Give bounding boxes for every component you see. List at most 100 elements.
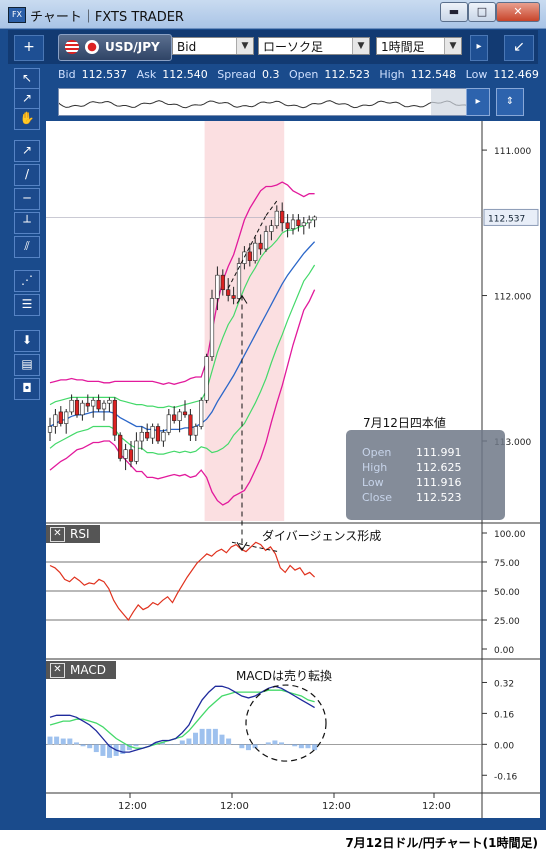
candle-body	[112, 399, 117, 436]
macd-histogram-bar	[279, 742, 285, 745]
candle-body	[269, 225, 274, 232]
line-tool-icon[interactable]: /	[14, 164, 40, 186]
trendline-tool-icon[interactable]: ↗	[14, 140, 40, 162]
close-button[interactable]: ✕	[496, 2, 540, 22]
candle-body	[242, 251, 247, 264]
bollinger-lower-line	[49, 289, 316, 506]
hand-icon[interactable]: ✋	[14, 108, 40, 130]
close-icon[interactable]: ✕	[50, 663, 65, 678]
macd-histogram-bar	[166, 744, 172, 745]
candle-body	[64, 411, 69, 424]
add-chart-button[interactable]: +	[14, 35, 44, 61]
candle-body	[161, 431, 166, 442]
macd-panel-label: MACD	[70, 663, 106, 677]
candle-body	[80, 402, 85, 416]
macd-histogram-bar	[232, 744, 238, 745]
crosshair-pointer-icon[interactable]: ↗	[14, 88, 40, 110]
chevron-down-icon: ▼	[444, 38, 461, 54]
macd-histogram-bar	[67, 738, 73, 745]
ohlc-high-value: 112.625	[416, 461, 462, 474]
ohlc-title: 7月12日四本値	[363, 416, 446, 430]
macd-histogram-bar	[87, 744, 93, 749]
macd-histogram-bar	[265, 742, 271, 745]
low-value: 112.469	[493, 68, 539, 81]
navigator-play-button[interactable]: ▸	[466, 88, 490, 116]
candle-body	[215, 274, 220, 299]
toolbar-scroll-button[interactable]: ▸	[470, 35, 488, 61]
fibonacci-icon[interactable]: ☰	[14, 294, 40, 316]
overview-navigator[interactable]	[58, 88, 490, 116]
rsi-tick-label: 100.00	[494, 530, 526, 540]
macd-histogram-bar	[153, 742, 159, 745]
ohlc-box: Open 111.991 High 112.625 Low 111.916 Close…	[346, 430, 505, 520]
macd-histogram-bar	[292, 744, 298, 747]
ask-label: Ask	[136, 68, 157, 81]
open-value: 112.523	[324, 68, 370, 81]
time-tick-label: 12:00	[220, 801, 249, 812]
bollinger-upper-line	[49, 181, 315, 385]
macd-histogram-bar	[298, 744, 304, 749]
title-bar[interactable]: FX チャート｜FXTS TRADER ▬ □ ✕	[0, 0, 546, 29]
macd-histogram-bar	[305, 744, 311, 749]
macd-signal-line	[49, 689, 315, 749]
macd-histogram-bar	[206, 728, 212, 745]
candle-body	[290, 219, 296, 229]
candle-body	[253, 242, 258, 261]
macd-histogram-bar	[239, 744, 245, 749]
candle-body	[220, 274, 225, 291]
macd-tick-label: -0.16	[494, 772, 518, 782]
rsi-tick-label: 0.00	[494, 646, 514, 656]
minimize-button[interactable]: ▬	[440, 2, 468, 22]
high-label: High	[379, 68, 405, 81]
candle-body	[296, 219, 301, 227]
channel-tool-icon[interactable]: ⫽	[14, 236, 40, 258]
current-price-label: 112.537	[488, 214, 525, 224]
macd-histogram-bar	[93, 744, 99, 753]
macd-histogram-bar	[272, 740, 278, 745]
candle-body	[128, 449, 134, 462]
macd-histogram-bar	[73, 742, 79, 745]
horizontal-line-icon[interactable]: ─	[14, 188, 40, 210]
price-tick-label: 112.000	[494, 293, 531, 303]
currency-pair-button[interactable]: USD/JPY	[58, 34, 172, 61]
camera-icon[interactable]: ◘	[14, 378, 40, 400]
macd-histogram-bar	[126, 744, 132, 751]
candle-body	[231, 295, 236, 299]
close-icon[interactable]: ✕	[50, 527, 65, 542]
macd-histogram-bar	[60, 738, 66, 745]
list-icon[interactable]: ▤	[14, 354, 40, 376]
chevron-down-icon: ▼	[236, 38, 253, 54]
time-tick-label: 12:00	[118, 801, 147, 812]
macd-panel-tag: ✕ MACD	[46, 661, 116, 679]
time-tick-label: 12:00	[322, 801, 351, 812]
chart-type-select[interactable]: ローソク足 ▼	[258, 37, 370, 55]
price-type-select[interactable]: Bid ▼	[172, 37, 254, 55]
sigma1-lower-line	[49, 264, 316, 455]
ohlc-close-value: 112.523	[416, 491, 462, 504]
candle-body	[107, 399, 112, 404]
rsi-line	[49, 541, 316, 622]
pointer-icon[interactable]: ↖	[14, 68, 40, 90]
candle-body	[226, 289, 231, 296]
macd-histogram-bar	[245, 744, 251, 751]
divergence-annotation: ダイバージェンス形成	[262, 529, 382, 543]
macd-histogram-bar	[47, 736, 53, 745]
timeframe-select[interactable]: 1時間足 ▼	[376, 37, 462, 55]
candle-body	[101, 402, 107, 410]
maximize-button[interactable]: □	[468, 2, 496, 22]
chart-area[interactable]: 113.000 112.000 111.000 100.00 75.00 50.00 25.…	[46, 121, 540, 818]
candle-body	[263, 231, 269, 250]
high-value: 112.548	[410, 68, 457, 81]
macd-histogram-bar	[193, 732, 199, 745]
candle-body	[247, 251, 252, 261]
spread-label: Spread	[217, 68, 256, 81]
candle-body	[301, 222, 306, 227]
download-icon[interactable]: ⬇	[14, 330, 40, 352]
collapse-button[interactable]: ↙	[504, 35, 534, 61]
navigator-zoom-button[interactable]: ⇕	[496, 88, 524, 116]
rsi-tick-label: 25.00	[494, 617, 520, 627]
fan-tool-icon[interactable]: ⋰	[14, 270, 40, 292]
chart-window: FX チャート｜FXTS TRADER ▬ □ ✕ + USD/JPY Bid ▼…	[0, 0, 546, 830]
macd-line	[49, 685, 315, 753]
vertical-line-icon[interactable]: ┴	[14, 212, 40, 234]
